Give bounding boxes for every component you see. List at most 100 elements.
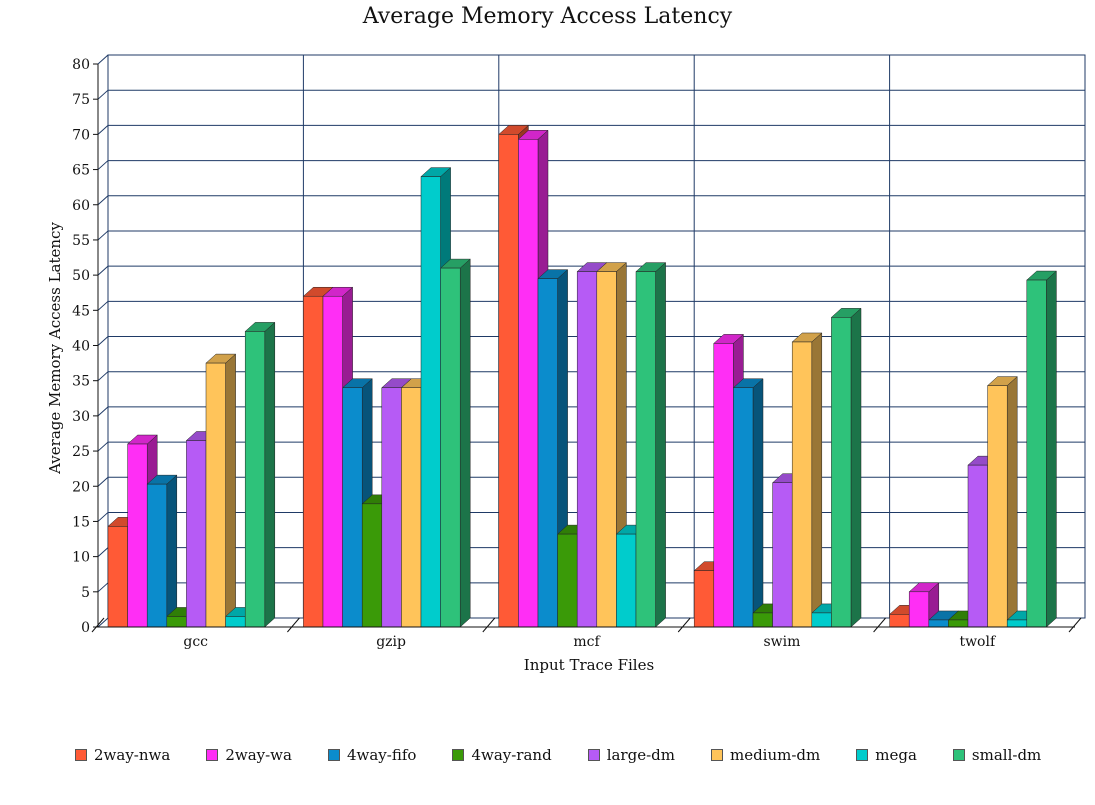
y-tick-label: 70: [72, 127, 90, 143]
bar: [908, 582, 940, 628]
legend-swatch: [206, 749, 219, 761]
bar-front: [576, 271, 598, 628]
legend-item: 2way-nwa: [75, 746, 170, 764]
legend-label: 2way-nwa: [94, 746, 171, 764]
bar-side: [655, 262, 666, 628]
bar-front: [166, 616, 187, 628]
legend-item: 2way-wa: [206, 746, 292, 764]
bar: [244, 321, 276, 628]
bar-front: [635, 271, 656, 628]
bar-front: [889, 614, 910, 628]
x-tick: [1068, 617, 1082, 633]
axes-layer: 0 5 10 15 20 25 30 35 40 45 50 55 60 65 70 75 80 gcc gzip m…: [72, 57, 1082, 650]
bar-front: [186, 440, 207, 628]
gridline-side: [97, 89, 109, 100]
bar-side: [225, 353, 236, 628]
bar-front: [498, 134, 519, 628]
gridline-side: [97, 476, 109, 487]
gridline-side: [97, 406, 109, 417]
bar-front: [342, 387, 363, 628]
bar-side: [850, 307, 862, 628]
y-tick-label: 35: [72, 374, 90, 390]
x-tick: [91, 617, 105, 633]
bar-front: [908, 591, 930, 628]
y-tick-label: 15: [72, 514, 90, 530]
bar-front: [693, 570, 715, 628]
legend-item: medium-dm: [710, 746, 821, 764]
bar: [791, 332, 823, 628]
y-tick-label: 0: [81, 620, 90, 636]
x-tick-label: gcc: [183, 634, 208, 650]
bar: [830, 307, 862, 628]
bar-front: [401, 387, 422, 628]
bar-front: [322, 295, 343, 628]
bar-side: [1006, 376, 1018, 628]
y-tick-label: 75: [72, 92, 90, 108]
bar-front: [596, 271, 617, 628]
bar: [205, 353, 237, 628]
x-tick-label: mcf: [573, 634, 601, 650]
bar-front: [420, 176, 441, 628]
bar-front: [127, 443, 148, 628]
x-tick: [482, 617, 496, 633]
y-tick-label: 25: [72, 444, 90, 460]
gridline-side: [97, 512, 109, 522]
bar-front: [713, 343, 734, 628]
bar: [146, 474, 178, 628]
bar-front: [772, 482, 793, 628]
bar-front: [303, 295, 324, 628]
gridline-side: [97, 336, 109, 346]
gridline-side: [97, 125, 109, 135]
gridline-side: [97, 547, 109, 557]
legend-label: 4way-fifo: [346, 746, 417, 764]
legend-label: small-dm: [971, 746, 1042, 764]
legend-label: large-dm: [606, 746, 675, 764]
legend-swatch: [952, 749, 965, 761]
bar-front: [244, 331, 266, 628]
chart-title: Average Memory Access Latency: [362, 4, 733, 29]
bar: [439, 258, 471, 628]
bar-side: [1046, 270, 1057, 628]
bar-front: [107, 526, 128, 628]
y-tick-label: 50: [72, 268, 90, 284]
legend-item: 4way-rand: [452, 746, 552, 764]
bar-front: [948, 619, 969, 628]
y-axis-label: Average Memory Access Latency: [46, 222, 64, 475]
bar: [732, 378, 764, 628]
legend-swatch: [327, 749, 340, 761]
gridline-side: [97, 160, 109, 170]
bar-front: [518, 139, 539, 628]
legend-label: mega: [875, 746, 917, 764]
legend-swatch: [452, 749, 465, 761]
y-tick-label: 20: [72, 479, 90, 495]
legend-label: medium-dm: [729, 746, 821, 764]
bar: [635, 262, 667, 628]
x-tick-label: swim: [763, 634, 800, 650]
gridline-side: [97, 54, 109, 65]
x-tick-label: twolf: [959, 634, 997, 650]
bar-front: [381, 387, 402, 628]
gridline-side: [97, 441, 109, 452]
y-tick-label: 40: [72, 339, 90, 355]
bar-front: [967, 464, 988, 628]
bar-front: [733, 387, 754, 628]
bar-front: [537, 278, 558, 628]
gridline-side: [97, 195, 109, 206]
bar-front: [811, 612, 832, 628]
legend-swatch: [587, 749, 600, 761]
legend-item: large-dm: [587, 746, 675, 764]
gridline-side: [97, 582, 109, 593]
legend-item: small-dm: [952, 746, 1042, 764]
bar-front: [146, 483, 168, 628]
y-tick-label: 10: [72, 550, 90, 566]
legend-item: mega: [856, 746, 917, 764]
bar-front: [987, 385, 1008, 628]
bar-front: [791, 341, 813, 628]
legend-swatch: [856, 749, 869, 761]
legend-label: 2way-wa: [225, 746, 292, 764]
legend: 2way-nwa 2way-wa 4way-fifo 4way-rand large-d…: [75, 744, 1041, 766]
bar-front: [752, 612, 773, 628]
bar-side: [459, 258, 471, 628]
y-tick-label: 60: [72, 198, 90, 214]
y-tick-label: 30: [72, 409, 90, 425]
